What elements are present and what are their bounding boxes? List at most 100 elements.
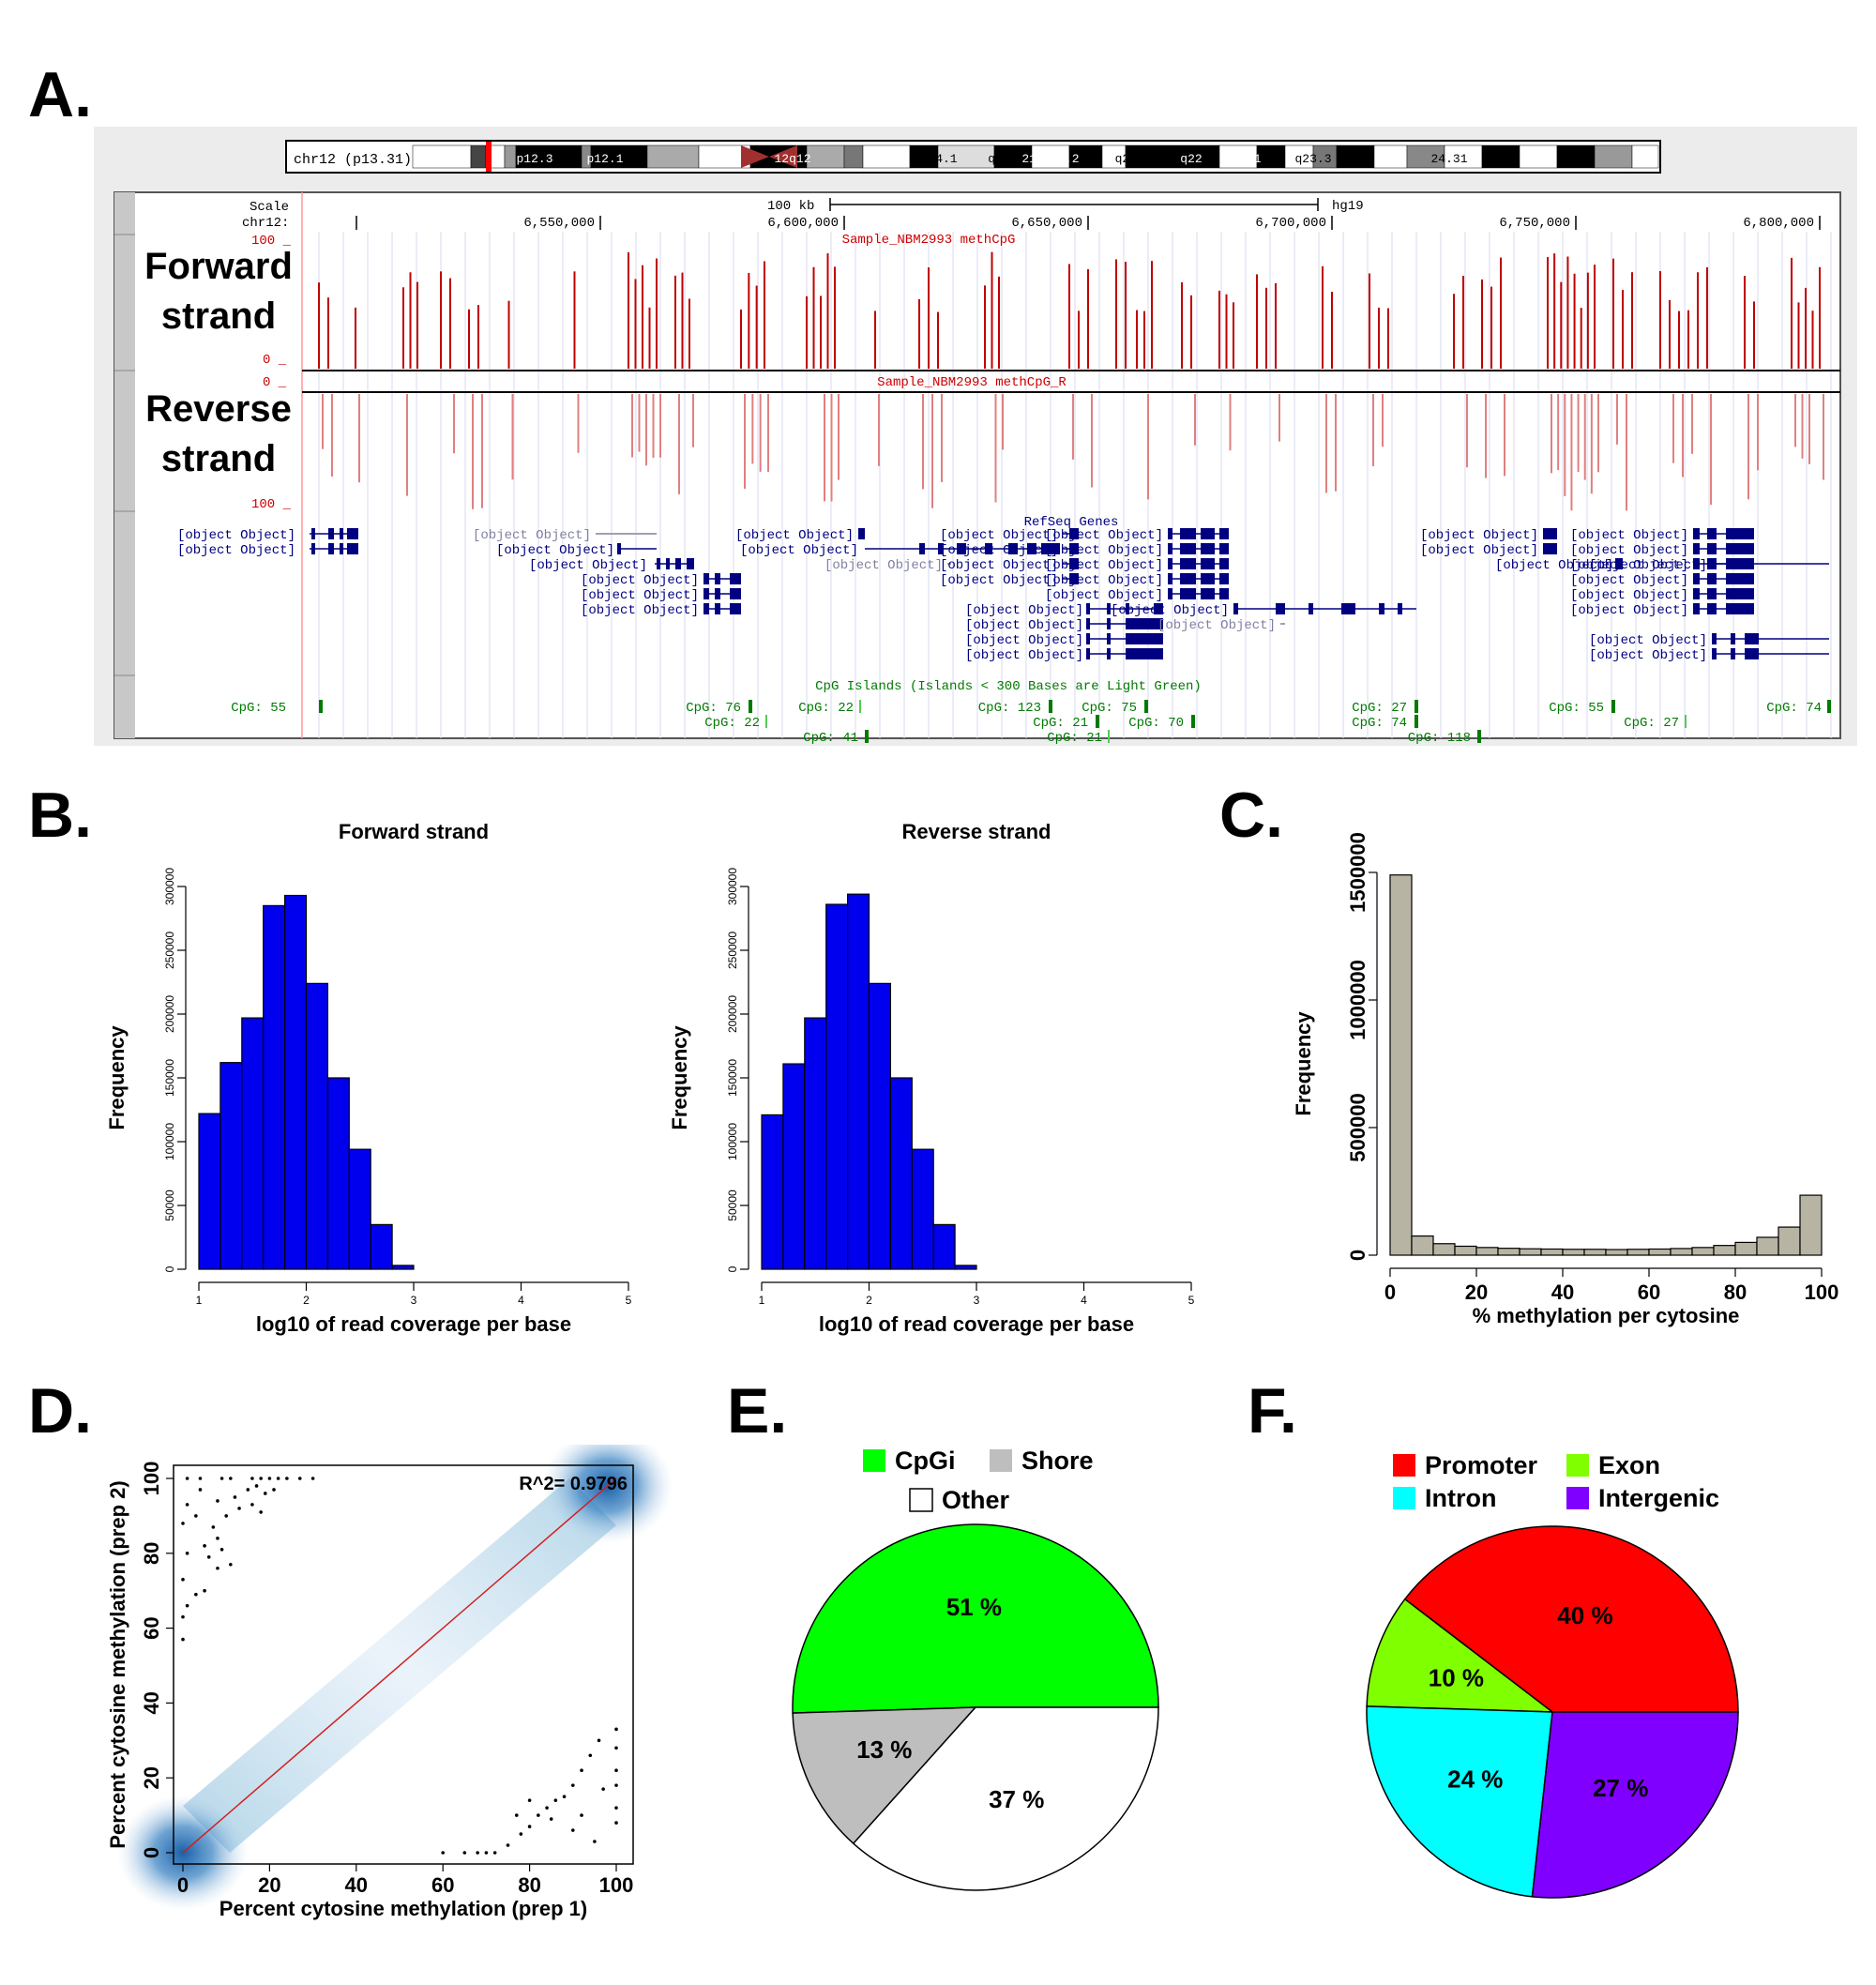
gene-exon-block <box>715 603 720 614</box>
gene-exon-block <box>1180 588 1196 599</box>
scatter-point <box>310 1477 315 1480</box>
gene-exon-block <box>1726 543 1754 554</box>
track-side-buttons[interactable] <box>114 192 135 738</box>
cpg-island-block <box>1191 715 1195 728</box>
x-tick-label: 4 <box>518 1294 524 1307</box>
gene-exon-block <box>1731 633 1735 644</box>
gene-label: [object Object] <box>529 558 647 573</box>
gene-exon-block <box>328 528 334 539</box>
pie-value-label: 10 % <box>1429 1663 1484 1691</box>
scatter-point <box>571 1828 575 1832</box>
gene-exon-block <box>1693 528 1700 539</box>
y-tick-label: 80 <box>140 1542 163 1565</box>
cpg-island-label: CpG: 21 <box>1033 716 1088 731</box>
cpg-island-block <box>1096 715 1099 728</box>
cpg-island-block <box>1415 715 1418 728</box>
gene-label: [object Object] <box>581 573 699 588</box>
legend-swatch <box>1393 1454 1415 1477</box>
histogram-bar <box>370 1223 393 1270</box>
y-tick-label: 50000 <box>163 1189 176 1221</box>
pie-value-label: 27 % <box>1593 1774 1648 1802</box>
histogram-bar <box>1475 1247 1499 1256</box>
pie-value-label: 24 % <box>1447 1765 1503 1793</box>
panel-f-letter: F. <box>1248 1375 1297 1447</box>
scale-label: Scale <box>250 200 289 215</box>
cpg-island-label: CpG: 123 <box>978 701 1041 716</box>
scatter-point <box>272 1488 276 1492</box>
scatter-point <box>198 1477 203 1480</box>
gene-exon-block <box>1707 603 1717 614</box>
ideogram-band <box>1218 144 1258 169</box>
gene-label: [object Object] <box>1420 543 1538 558</box>
cpg-title: CpG Islands (Islands < 300 Bases are Lig… <box>815 679 1202 694</box>
gene-exon-block <box>1219 573 1229 584</box>
histogram-bar <box>198 1113 221 1270</box>
x-tick-label: 60 <box>431 1873 454 1897</box>
y-tick-label: 150000 <box>726 1059 739 1097</box>
gene-exon-block <box>1693 558 1700 569</box>
pie-slice <box>1531 1711 1739 1899</box>
gene-exon-block <box>340 528 343 539</box>
histogram-bar <box>1713 1245 1736 1256</box>
scatter-point <box>553 1798 558 1802</box>
pie-cpg-context: 51 % 13 % 37 % CpGi Shore Other <box>792 1447 1159 1891</box>
scatter-point <box>194 1592 198 1597</box>
scatter-point <box>527 1825 532 1828</box>
gene-exon-block <box>1180 543 1196 554</box>
gene-exon-block <box>687 558 694 569</box>
scatter-point <box>198 1488 203 1492</box>
histogram-bar <box>932 1223 956 1270</box>
scatter-point <box>237 1507 241 1510</box>
y-tick-label: 300000 <box>163 868 176 905</box>
cpg-island-block <box>1685 715 1687 728</box>
centromere-mark <box>741 145 797 168</box>
ideogram-band <box>1444 144 1483 169</box>
panel-d-letter: D. <box>28 1375 92 1447</box>
gene-exon-block <box>340 543 343 554</box>
y-axis-label: Frequency <box>1292 1011 1315 1116</box>
cpg-island-label: CpG: 70 <box>1128 716 1184 731</box>
scatter-point <box>185 1503 189 1507</box>
gene-exon-block <box>1712 648 1717 659</box>
gene-exon-block <box>985 543 992 554</box>
y-tick-label: 0 <box>140 1847 163 1858</box>
gene-exon-block <box>1219 588 1229 599</box>
gene-exon-block <box>1219 558 1229 569</box>
current-position-marker <box>486 142 492 172</box>
gene-exon-block <box>1693 588 1700 599</box>
cpg-island-block <box>1108 730 1110 743</box>
x-tick-label: 3 <box>974 1294 980 1307</box>
cpg-island-block <box>749 700 752 713</box>
ideogram-band <box>1481 144 1520 169</box>
scatter-point <box>267 1477 272 1480</box>
gene-exon-block <box>1693 573 1700 584</box>
gene-label: [object Object] <box>1045 558 1163 573</box>
cpg-island-block <box>319 700 323 713</box>
scatter-point <box>181 1577 185 1582</box>
histogram-bar <box>1734 1241 1758 1256</box>
cpg-island-block <box>859 700 861 713</box>
gene-exon-block <box>1168 558 1172 569</box>
gene-label: [object Object] <box>1570 573 1688 588</box>
cpg-island-label: CpG: 76 <box>686 701 741 716</box>
fwd-track-title: Sample_NBM2993 methCpG <box>842 233 1016 248</box>
scatter-point <box>601 1787 605 1791</box>
scatter-point <box>476 1851 479 1855</box>
reverse-strand-label-2: strand <box>161 438 276 479</box>
ideogram-band-label: q23.3 <box>1294 152 1331 166</box>
gene-exon-block <box>1726 588 1754 599</box>
gene-exon-block <box>1086 648 1090 659</box>
y-tick-label: 50000 <box>726 1189 739 1221</box>
scatter-point <box>185 1603 189 1608</box>
scatter-point <box>597 1738 601 1743</box>
scatter-point <box>181 1637 185 1642</box>
legend-label: Shore <box>1021 1447 1094 1475</box>
methylation-histogram: 0 20 40 60 80 100 % methylation per cytosine 0 5… <box>1292 832 1838 1327</box>
histogram-bar <box>284 894 308 1270</box>
gene-exon-block <box>704 573 709 584</box>
gene-label: [object Object] <box>1589 648 1707 663</box>
ideogram-band-label: q21.31 <box>1115 152 1159 166</box>
histogram-forward: Forward strand 1 2 3 4 5 log10 of read coverag… <box>105 820 632 1336</box>
gene-exon-block <box>715 588 720 599</box>
x-tick-label: 20 <box>258 1873 280 1897</box>
